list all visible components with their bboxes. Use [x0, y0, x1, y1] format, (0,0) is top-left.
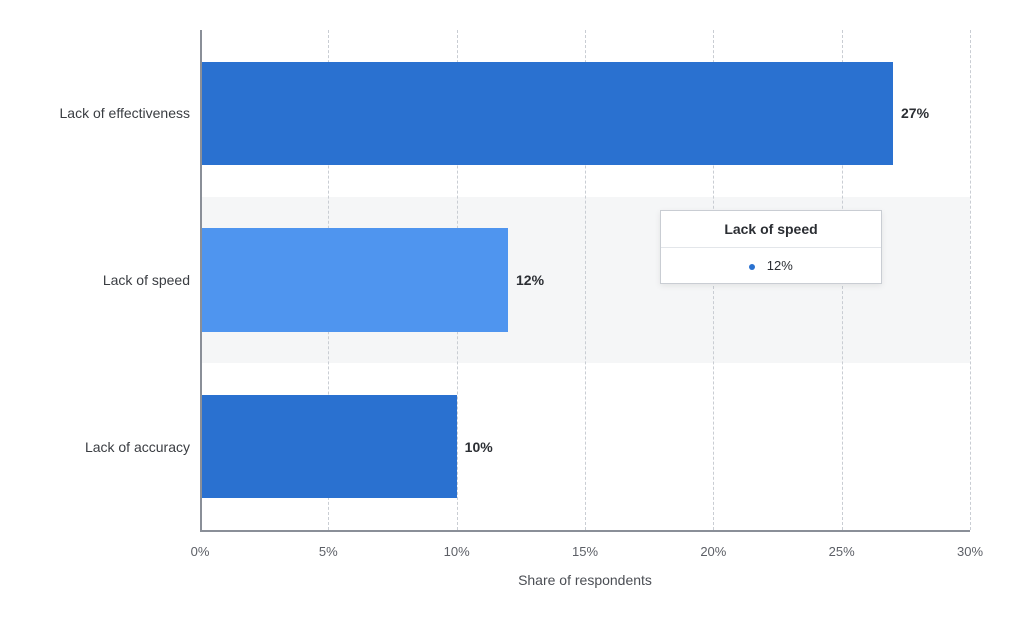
tooltip-body: 12%	[661, 248, 881, 283]
category-label: Lack of effectiveness	[60, 105, 200, 121]
hover-tooltip: Lack of speed 12%	[660, 210, 882, 284]
x-tick-label: 0%	[191, 544, 210, 559]
bar[interactable]	[200, 395, 457, 498]
tooltip-value: 12%	[767, 258, 793, 273]
x-axis-title: Share of respondents	[518, 572, 652, 588]
x-gridline	[970, 30, 971, 530]
category-label: Lack of accuracy	[85, 439, 200, 455]
bar-value-label: 12%	[508, 272, 544, 288]
tooltip-title: Lack of speed	[661, 211, 881, 248]
chart-container: 0% 5% 10% 15% 20% 25% 30% Lack of effectiveness…	[0, 0, 1024, 624]
y-axis-line	[200, 30, 202, 530]
x-tick-label: 5%	[319, 544, 338, 559]
x-tick-label: 15%	[572, 544, 598, 559]
bar-value-label: 10%	[457, 439, 493, 455]
x-tick-label: 10%	[444, 544, 470, 559]
x-axis-line	[200, 530, 970, 532]
x-tick-label: 30%	[957, 544, 983, 559]
category-label: Lack of speed	[103, 272, 200, 288]
x-tick-label: 25%	[829, 544, 855, 559]
bar[interactable]	[200, 228, 508, 331]
bar[interactable]	[200, 62, 893, 165]
bar-value-label: 27%	[893, 105, 929, 121]
tooltip-series-dot	[749, 264, 755, 270]
x-tick-label: 20%	[700, 544, 726, 559]
